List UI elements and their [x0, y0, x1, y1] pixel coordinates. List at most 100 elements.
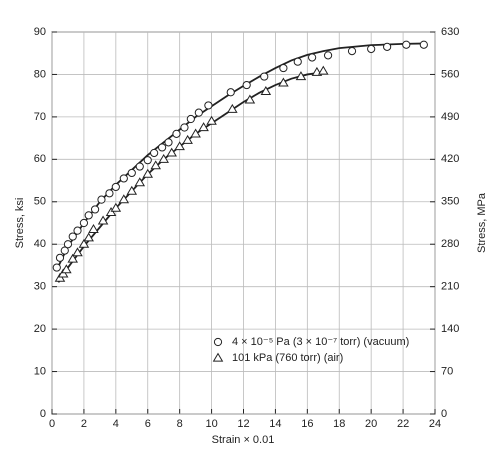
data-point — [57, 268, 69, 278]
y-tick-label: 50 — [34, 196, 46, 208]
data-point — [143, 156, 152, 165]
data-point — [278, 77, 289, 87]
data-point — [194, 108, 203, 117]
data-point — [166, 147, 177, 157]
y2-axis-label: Stress, MPa — [476, 192, 488, 253]
y2-tick-label: 140 — [441, 323, 459, 335]
x-tick-label: 8 — [177, 418, 183, 430]
y-tick-label: 10 — [34, 365, 46, 377]
data-point — [90, 205, 100, 214]
x-tick-label: 22 — [397, 418, 409, 430]
data-point — [260, 72, 269, 81]
y-tick-label: 20 — [34, 323, 46, 335]
x-tick-label: 4 — [113, 418, 119, 430]
data-point — [52, 263, 61, 272]
data-point — [63, 240, 73, 249]
x-tick-label: 0 — [49, 418, 55, 430]
data-point — [204, 101, 213, 110]
data-point — [84, 211, 93, 220]
y-tick-label: 80 — [34, 68, 46, 80]
data-point — [105, 207, 117, 216]
data-point — [134, 177, 146, 187]
data-point — [119, 174, 128, 183]
data-point — [186, 114, 195, 124]
data-point — [419, 40, 428, 49]
y-tick-label: 60 — [34, 153, 46, 165]
data-point — [54, 272, 66, 282]
y-tick-label: 70 — [34, 111, 46, 123]
x-tick-label: 18 — [333, 418, 345, 430]
data-point — [110, 202, 122, 212]
x-tick-label: 12 — [237, 418, 249, 430]
data-point — [190, 128, 201, 138]
x-tick-label: 2 — [81, 418, 87, 430]
data-point — [383, 42, 392, 51]
data-point — [79, 218, 89, 228]
y2-tick-label: 70 — [441, 365, 453, 377]
y-axis-label: Stress, ksi — [14, 198, 26, 249]
x-tick-label: 20 — [365, 418, 377, 430]
x-tick-label: 6 — [145, 418, 151, 430]
y-tick-label: 30 — [34, 281, 46, 293]
data-point — [244, 94, 256, 104]
data-point — [174, 141, 185, 151]
data-point — [135, 162, 144, 171]
x-tick-label: 10 — [205, 418, 217, 430]
data-point — [55, 253, 65, 262]
data-point — [318, 65, 329, 75]
x-tick-label: 16 — [301, 418, 313, 430]
data-point — [142, 168, 154, 178]
y-tick-label: 0 — [40, 408, 46, 420]
data-point — [308, 53, 317, 62]
y2-tick-label: 560 — [441, 68, 459, 80]
y2-tick-label: 350 — [441, 196, 459, 208]
data-point — [127, 168, 136, 178]
data-point — [83, 232, 94, 242]
data-point — [150, 160, 162, 170]
x-tick-label: 24 — [429, 418, 441, 430]
data-point — [347, 47, 357, 56]
data-point — [227, 103, 238, 113]
legend-marker — [212, 352, 224, 362]
data-point — [67, 253, 79, 263]
data-point — [158, 153, 169, 163]
data-point — [206, 115, 217, 125]
data-point — [88, 223, 99, 233]
data-point — [97, 195, 106, 204]
data-point — [279, 63, 288, 73]
data-point — [78, 238, 90, 248]
y-tick-label: 90 — [34, 26, 46, 38]
data-point — [180, 123, 189, 132]
data-point — [367, 44, 376, 54]
data-point — [242, 80, 251, 90]
data-point — [295, 71, 307, 81]
data-point — [172, 129, 181, 138]
legend-label: 101 kPa (760 torr) (air) — [232, 352, 343, 364]
data-point — [118, 194, 130, 204]
data-point — [111, 182, 120, 192]
data-point — [72, 247, 83, 257]
data-point — [68, 232, 77, 241]
y2-tick-label: 630 — [441, 26, 459, 38]
x-axis-label: Strain × 0.01 — [212, 434, 275, 446]
data-point — [182, 134, 193, 144]
data-point — [164, 138, 173, 147]
data-point — [150, 148, 159, 158]
y2-tick-label: 0 — [441, 408, 447, 420]
data-point — [61, 264, 72, 274]
data-point — [60, 246, 69, 255]
x-tick-label: 14 — [269, 418, 281, 430]
data-point — [226, 88, 235, 97]
data-point — [260, 86, 272, 96]
y-tick-label: 40 — [34, 238, 46, 250]
data-point — [198, 122, 209, 132]
data-point — [105, 189, 114, 198]
data-point — [293, 57, 302, 66]
data-point — [73, 226, 82, 235]
y2-tick-label: 490 — [441, 111, 459, 123]
y2-tick-label: 280 — [441, 238, 459, 250]
fit-curve — [57, 71, 324, 283]
y2-tick-label: 420 — [441, 153, 459, 165]
data-point — [97, 215, 109, 225]
data-point — [402, 40, 411, 49]
